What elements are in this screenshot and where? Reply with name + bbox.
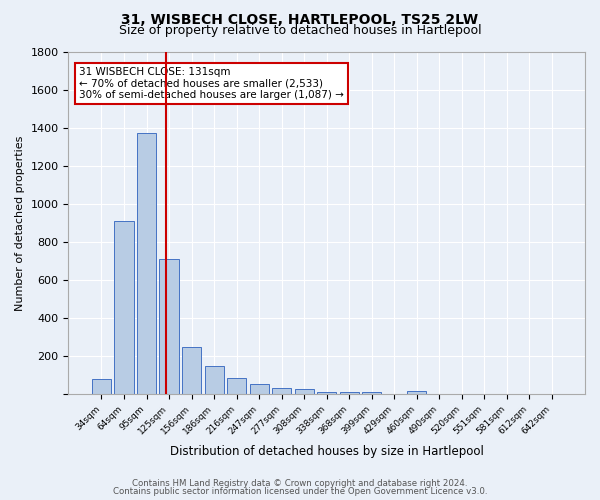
Bar	[182, 347, 201, 395]
Bar	[92, 378, 111, 394]
Text: Size of property relative to detached houses in Hartlepool: Size of property relative to detached ho…	[119, 24, 481, 37]
Bar	[295, 389, 314, 394]
Text: 31 WISBECH CLOSE: 131sqm
← 70% of detached houses are smaller (2,533)
30% of sem: 31 WISBECH CLOSE: 131sqm ← 70% of detach…	[79, 67, 344, 100]
Y-axis label: Number of detached properties: Number of detached properties	[15, 135, 25, 310]
Bar	[137, 134, 156, 394]
Bar	[115, 220, 134, 394]
Bar	[250, 384, 269, 394]
Text: Contains public sector information licensed under the Open Government Licence v3: Contains public sector information licen…	[113, 487, 487, 496]
Bar	[362, 392, 382, 394]
Bar	[205, 366, 224, 394]
Bar	[317, 392, 336, 394]
Bar	[407, 390, 427, 394]
Bar	[227, 378, 246, 394]
Bar	[272, 388, 291, 394]
Bar	[160, 259, 179, 394]
Bar	[340, 392, 359, 394]
Text: 31, WISBECH CLOSE, HARTLEPOOL, TS25 2LW: 31, WISBECH CLOSE, HARTLEPOOL, TS25 2LW	[121, 12, 479, 26]
Text: Contains HM Land Registry data © Crown copyright and database right 2024.: Contains HM Land Registry data © Crown c…	[132, 478, 468, 488]
X-axis label: Distribution of detached houses by size in Hartlepool: Distribution of detached houses by size …	[170, 444, 484, 458]
